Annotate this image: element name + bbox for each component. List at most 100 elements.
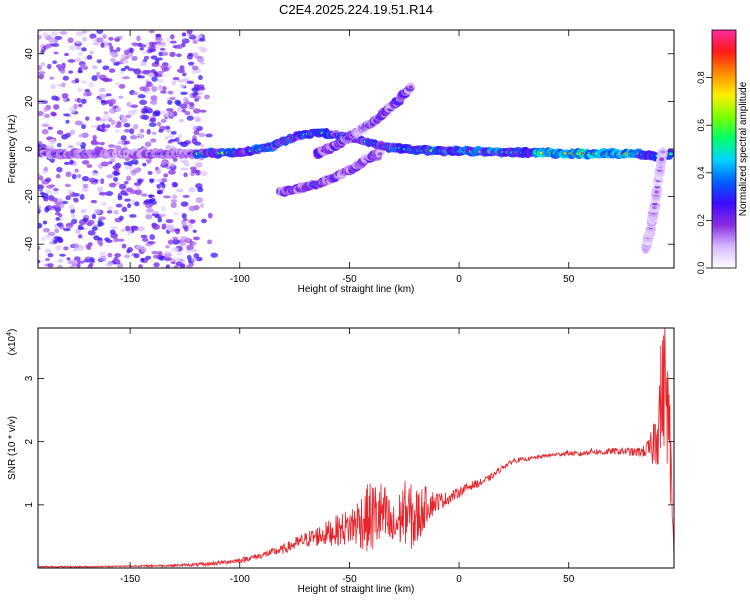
spectral-noise-blob bbox=[106, 174, 113, 179]
spectral-ridge-core bbox=[654, 190, 659, 194]
spectral-noise-blob bbox=[115, 37, 121, 41]
spectral-noise-blob bbox=[146, 69, 152, 74]
spectral-noise-blob bbox=[176, 188, 184, 193]
spectral-noise-blob bbox=[118, 83, 126, 89]
spectral-noise-blob bbox=[180, 201, 189, 207]
spectral-noise-blob bbox=[109, 229, 116, 235]
spectral-noise-blob bbox=[152, 224, 161, 230]
spectral-noise-blob bbox=[82, 217, 89, 223]
spectral-noise-blob bbox=[186, 244, 194, 251]
spectral-noise-blob bbox=[188, 33, 196, 38]
spectral-noise-blob bbox=[179, 84, 186, 89]
spectral-noise-blob bbox=[109, 45, 114, 51]
spectral-noise-blob bbox=[62, 227, 71, 232]
spectral-noise-blob bbox=[97, 221, 104, 227]
spectral-noise-blob bbox=[187, 52, 194, 57]
spectral-noise-blob bbox=[199, 203, 205, 209]
spectral-noise-blob bbox=[160, 159, 167, 166]
spectral-noise-blob bbox=[164, 257, 172, 261]
spectral-noise-blob bbox=[53, 51, 59, 55]
snr-y-multiplier-close: ) bbox=[7, 329, 18, 332]
spectral-noise-blob bbox=[181, 213, 187, 219]
spectral-noise-blob bbox=[115, 258, 121, 264]
spectral-noise-blob bbox=[91, 213, 97, 220]
colorbar: 0.0 0.2 0.4 0.6 0.8 Normalized spectral ampl… bbox=[696, 29, 749, 275]
spectral-noise-blob bbox=[160, 118, 167, 123]
spectral-noise-blob bbox=[87, 219, 95, 225]
spectral-noise-blob bbox=[44, 206, 50, 213]
spectral-noise-blob bbox=[47, 126, 53, 130]
spectral-noise-blob bbox=[134, 189, 143, 196]
spectral-noise-blob bbox=[175, 228, 180, 235]
snr-y-multiplier-exponent: 4 bbox=[6, 332, 13, 336]
spectral-noise-blob bbox=[88, 263, 94, 267]
spectral-noise-blob bbox=[167, 100, 173, 105]
spectral-noise-blob bbox=[132, 42, 140, 47]
spectral-noise-blob bbox=[123, 128, 130, 133]
spectral-noise-blob bbox=[65, 132, 71, 138]
spectral-noise-blob bbox=[187, 61, 195, 66]
spectral-noise-blob bbox=[55, 245, 62, 251]
spectral-noise-blob bbox=[45, 257, 50, 262]
spectral-noise-blob bbox=[122, 76, 130, 80]
spectral-noise-blob bbox=[157, 84, 163, 91]
spectral-noise-blob bbox=[77, 51, 84, 56]
spectral-noise-blob bbox=[189, 166, 197, 171]
spectral-noise-blob bbox=[53, 188, 59, 192]
spectral-noise-blob bbox=[145, 203, 153, 209]
spectral-noise-blob bbox=[91, 226, 98, 231]
spectral-noise-blob bbox=[130, 104, 139, 109]
spectral-noise-blob bbox=[80, 98, 87, 104]
spectral-noise-blob bbox=[38, 143, 41, 149]
spectral-noise-blob bbox=[77, 260, 85, 264]
spectral-noise-blob bbox=[113, 209, 119, 215]
spectral-noise-blob bbox=[195, 197, 203, 204]
spectral-noise-blob bbox=[133, 182, 142, 186]
spectral-noise-blob bbox=[59, 253, 66, 257]
spectrogram-y-ticks: -40 -20 0 20 40 bbox=[24, 48, 674, 251]
spectral-noise-blob bbox=[38, 246, 41, 250]
spectral-noise-blob bbox=[42, 227, 50, 233]
spectral-noise-blob bbox=[140, 193, 148, 197]
spectral-noise-blob bbox=[193, 108, 201, 114]
spectral-noise-blob bbox=[118, 183, 127, 190]
spectral-noise-blob bbox=[74, 168, 79, 173]
spectral-noise-blob bbox=[85, 116, 90, 121]
spectral-noise-blob bbox=[91, 141, 98, 146]
spectral-noise-blob bbox=[115, 203, 123, 208]
spectral-noise-blob bbox=[191, 241, 197, 246]
colorbar-tick-label: 0.0 bbox=[696, 262, 706, 275]
spectral-noise-blob bbox=[193, 236, 200, 241]
spectral-noise-blob bbox=[198, 38, 206, 42]
spectral-noise-blob bbox=[63, 161, 71, 165]
spectral-noise-blob bbox=[64, 52, 69, 57]
spectral-noise-blob bbox=[69, 129, 76, 135]
spectral-noise-blob bbox=[46, 184, 54, 189]
spectral-noise-blob bbox=[165, 245, 170, 249]
spectral-noise-blob bbox=[180, 167, 189, 171]
spectral-noise-blob bbox=[108, 68, 116, 73]
spectral-noise-blob bbox=[120, 135, 127, 142]
spectral-noise-blob bbox=[45, 177, 52, 183]
spectral-noise-blob bbox=[108, 161, 113, 165]
spectral-noise-blob bbox=[67, 37, 74, 44]
spectral-noise-blob bbox=[81, 47, 87, 52]
spectral-noise-blob bbox=[125, 225, 131, 232]
snr-marks bbox=[38, 328, 674, 568]
spectral-noise-blob bbox=[193, 84, 200, 89]
spectral-noise-blob bbox=[176, 100, 182, 107]
spectral-noise-blob bbox=[134, 70, 142, 75]
spectral-noise-blob bbox=[86, 91, 92, 97]
spectral-noise-blob bbox=[176, 53, 182, 58]
spectral-noise-blob bbox=[80, 63, 86, 69]
spectral-noise-blob bbox=[92, 134, 97, 141]
spectral-noise-blob bbox=[88, 177, 97, 183]
spectral-noise-blob bbox=[193, 253, 200, 259]
spectral-noise-blob bbox=[81, 187, 89, 192]
spectral-noise-blob bbox=[61, 92, 69, 99]
spectral-noise-blob bbox=[43, 113, 50, 119]
spectral-noise-blob bbox=[69, 159, 74, 165]
spectral-noise-blob bbox=[55, 173, 61, 179]
spectral-noise-blob bbox=[167, 90, 174, 95]
spectral-noise-blob bbox=[99, 93, 108, 99]
